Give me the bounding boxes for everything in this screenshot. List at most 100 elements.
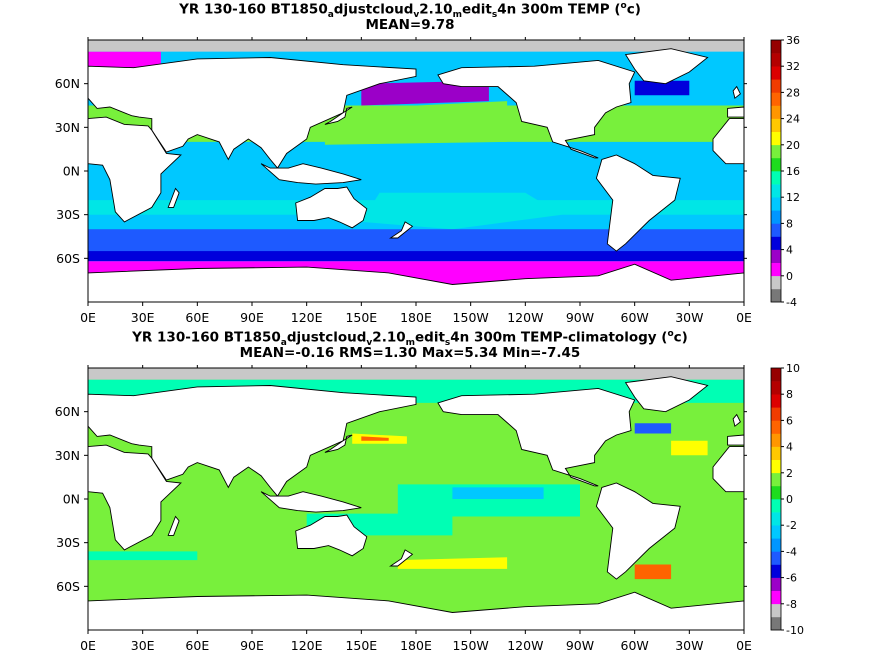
x-tick-label: 0E [80, 638, 96, 653]
colorbar-swatch [771, 131, 781, 146]
colorbar-swatch [771, 616, 781, 631]
colorbar-swatch [771, 79, 781, 93]
colorbar-label: 8 [786, 217, 793, 230]
colorbar-label: 20 [786, 139, 800, 152]
colorbar-swatch [771, 459, 781, 474]
temp-region [671, 440, 708, 456]
colorbar-swatch [771, 92, 781, 106]
land-namerica [437, 387, 636, 487]
x-tick-label: 0E [736, 638, 752, 653]
land-nz [389, 221, 414, 239]
y-tick-label: 60N [55, 404, 80, 419]
land-japan [324, 434, 353, 453]
x-tick-label: 90W [566, 638, 594, 653]
colorbar-swatch [771, 577, 781, 591]
colorbar-label: 2 [786, 467, 793, 480]
colorbar-label: -6 [786, 572, 797, 585]
y-tick-label: 60S [56, 579, 80, 594]
land-antarctica [88, 263, 744, 302]
colorbar-swatch [771, 407, 781, 421]
land-antarctica [88, 591, 744, 630]
temp-region [88, 551, 198, 561]
temp-region [397, 557, 508, 569]
colorbar-label: 0 [786, 270, 793, 283]
colorbar-label: 28 [786, 86, 800, 99]
y-tick-label: 60N [55, 76, 80, 91]
y-tick-label: 0N [63, 492, 80, 507]
sea-ice [88, 40, 744, 52]
x-tick-label: 30W [675, 638, 703, 653]
land-uk [732, 85, 741, 99]
colorbar-label: 4 [786, 441, 793, 454]
x-tick-label: 150E [345, 310, 377, 325]
colorbar-label: 32 [786, 60, 800, 73]
colorbar-swatch [771, 53, 781, 67]
x-tick-label: 150E [345, 638, 377, 653]
colorbar-label: 4 [786, 244, 793, 257]
panel2-title: YR 130-160 BT1850adjustcloudv2.10medits4… [132, 329, 688, 349]
colorbar-swatch [771, 590, 781, 605]
colorbar-label: -2 [786, 519, 797, 532]
temp-region [634, 564, 672, 580]
land-nz [389, 549, 414, 567]
y-tick-label: 30N [55, 448, 80, 463]
land-japan [324, 106, 353, 125]
x-tick-label: 30W [675, 310, 703, 325]
x-tick-label: 120E [291, 638, 323, 653]
x-tick-label: 90E [240, 638, 264, 653]
land-greenland [624, 48, 709, 85]
colorbar-swatch [771, 66, 781, 80]
land-madagascar [167, 187, 180, 208]
land-westAfrica [712, 118, 744, 165]
sea-ice [88, 368, 744, 380]
colorbar-label: 12 [786, 191, 800, 204]
land-africa [88, 116, 182, 223]
land-australia [295, 186, 368, 229]
temp-band [88, 251, 744, 262]
colorbar-swatch [771, 368, 781, 382]
land-westAfrica [712, 446, 744, 493]
x-tick-label: 60E [185, 638, 209, 653]
map-panel-2 [88, 368, 744, 630]
colorbar-label: 16 [786, 165, 800, 178]
colorbar-swatch [771, 525, 781, 539]
colorbar-swatch [771, 538, 781, 552]
x-tick-label: 90W [566, 310, 594, 325]
colorbar-swatch [771, 433, 781, 447]
colorbar-swatch [771, 236, 781, 250]
land-australia [295, 514, 368, 557]
temp-region [634, 80, 690, 96]
x-tick-label: 120W [507, 638, 543, 653]
colorbar-swatch [771, 184, 781, 198]
land-iberia [727, 106, 744, 118]
colorbar-swatch [771, 223, 781, 237]
temp-region [452, 487, 544, 499]
colorbar-label: 8 [786, 388, 793, 401]
colorbar-swatch [771, 118, 781, 132]
temp-region [361, 436, 389, 441]
land-eurasia [88, 57, 417, 169]
colorbar-label: -4 [786, 545, 797, 558]
colorbar-label: 6 [786, 414, 793, 427]
colorbar-swatch [771, 512, 781, 526]
x-tick-label: 60E [185, 310, 209, 325]
colorbar-label: -8 [786, 598, 797, 611]
temp-band [88, 229, 744, 252]
land-iberia [727, 434, 744, 446]
y-tick-label: 30S [56, 535, 80, 550]
y-tick-label: 0N [63, 164, 80, 179]
x-tick-label: 180E [400, 638, 432, 653]
colorbar-swatch [771, 446, 781, 460]
x-tick-label: 60W [621, 310, 649, 325]
map-panel-1 [88, 40, 744, 302]
temp-region [361, 80, 489, 106]
colorbar-swatch [771, 171, 781, 185]
y-tick-label: 60S [56, 251, 80, 266]
x-tick-label: 90E [240, 310, 264, 325]
colorbar-swatch [771, 485, 781, 500]
colorbar-label: 36 [786, 34, 800, 47]
temp-region [634, 423, 672, 434]
x-tick-label: 120E [291, 310, 323, 325]
colorbar-label: 24 [786, 113, 800, 126]
